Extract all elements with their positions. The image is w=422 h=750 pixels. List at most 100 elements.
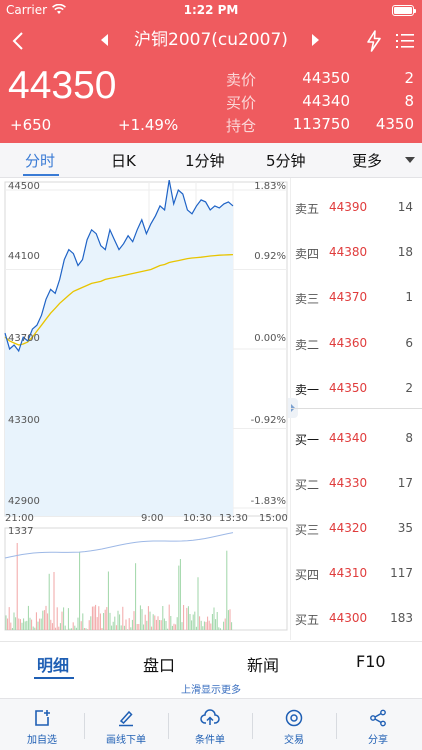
book-level-label: 买五 — [295, 613, 320, 627]
price-line — [4, 179, 234, 353]
book-level-label: 买四 — [295, 568, 320, 582]
price-tick-label: 44500 — [8, 181, 40, 192]
tab-details[interactable]: 明细 — [37, 656, 70, 675]
battery-icon — [392, 5, 416, 16]
status-time: 1:22 PM — [183, 3, 239, 17]
book-level-volume: 14 — [397, 200, 413, 214]
book-level-price: 44360 — [329, 336, 368, 350]
cloud-upload-icon — [200, 709, 220, 725]
carrier-label: Carrier — [6, 3, 48, 17]
price-tick-label: 43300 — [8, 415, 40, 426]
active-tab-indicator — [23, 174, 59, 176]
tab-daily-k[interactable]: 日K — [111, 152, 136, 170]
book-level-price: 44330 — [329, 476, 368, 490]
sell-level-row[interactable]: 卖四 44380 18 — [291, 245, 422, 265]
open-interest-line — [4, 532, 234, 559]
back-arrow-icon[interactable] — [6, 28, 32, 54]
share-button[interactable]: 分享 — [344, 699, 412, 750]
sell-level-row[interactable]: 卖五 44390 14 — [291, 200, 422, 220]
tab-5-minute[interactable]: 5分钟 — [266, 152, 306, 170]
price-area-fill — [5, 180, 233, 516]
status-bar: Carrier 1:22 PM — [0, 0, 422, 20]
contract-title[interactable]: 沪铜2007(cu2007) — [134, 30, 288, 50]
book-level-volume: 6 — [405, 336, 413, 350]
trade-button[interactable]: 交易 — [260, 699, 328, 750]
lightning-icon[interactable] — [364, 30, 384, 52]
book-level-price: 44380 — [329, 245, 368, 259]
tab-more[interactable]: 更多 — [352, 152, 383, 170]
time-tick-label: 10:30 — [183, 513, 212, 524]
quote-value: 44340 — [302, 92, 350, 110]
book-level-price: 44310 — [329, 566, 368, 580]
book-divider — [291, 408, 422, 409]
chevron-down-icon[interactable] — [405, 157, 415, 163]
intraday-chart[interactable]: 44500 44100 43700 43300 42900 1.83% 0.92% 0.00%… — [0, 178, 290, 640]
book-level-label: 卖四 — [295, 247, 320, 261]
percent-tick-label: -0.92% — [250, 415, 286, 426]
period-tabs: 分时 日K 1分钟 5分钟 更多 — [0, 143, 422, 178]
tab-f10[interactable]: F10 — [356, 652, 386, 671]
book-level-price: 44300 — [329, 611, 368, 625]
next-contract-icon[interactable] — [308, 29, 322, 51]
menu-list-icon[interactable] — [396, 32, 414, 50]
buy-level-row[interactable]: 买五 44300 183 — [291, 611, 422, 631]
toolbar-label: 分享 — [368, 735, 388, 746]
sell-level-row[interactable]: 卖三 44370 1 — [291, 290, 422, 310]
draw-line-order-button[interactable]: 画线下单 — [92, 699, 160, 750]
percent-tick-label: 1.83% — [254, 181, 286, 192]
book-level-label: 卖五 — [295, 202, 320, 216]
book-level-volume: 2 — [405, 381, 413, 395]
toolbar-label: 画线下单 — [106, 735, 146, 746]
add-watchlist-icon — [35, 710, 50, 726]
time-tick-label: 15:00 — [259, 513, 288, 524]
time-tick-label: 13:30 — [219, 513, 248, 524]
tab-intraday[interactable]: 分时 — [25, 152, 56, 170]
scroll-more-hint: 上滑显示更多 — [181, 685, 241, 696]
percent-tick-label: -1.83% — [250, 496, 286, 507]
tab-order-book[interactable]: 盘口 — [143, 656, 176, 675]
book-level-label: 卖二 — [295, 338, 320, 352]
trade-icon — [285, 709, 303, 727]
toolbar-divider — [168, 713, 169, 739]
book-level-volume: 18 — [397, 245, 413, 259]
book-level-volume: 117 — [390, 566, 413, 580]
draw-line-icon — [119, 710, 133, 727]
price-change-percent: +1.49% — [118, 116, 179, 134]
sell-level-row[interactable]: 卖一 44350 2 — [291, 381, 422, 401]
buy-level-row[interactable]: 买一 44340 8 — [291, 431, 422, 451]
wifi-icon — [52, 4, 66, 14]
share-icon — [370, 709, 386, 727]
chart-canvas — [4, 179, 288, 631]
toolbar-label: 交易 — [284, 735, 304, 746]
quote-value: 113750 — [292, 115, 350, 133]
previous-contract-icon[interactable] — [98, 29, 112, 51]
book-level-price: 44390 — [329, 200, 368, 214]
tab-news[interactable]: 新闻 — [247, 656, 280, 675]
book-level-label: 买一 — [295, 433, 320, 447]
average-price-line — [4, 253, 234, 346]
toolbar-label: 条件单 — [195, 735, 225, 746]
percent-tick-label: 0.92% — [254, 251, 286, 262]
toolbar-divider — [252, 713, 253, 739]
tab-1-minute[interactable]: 1分钟 — [185, 152, 225, 170]
last-price: 44350 — [8, 64, 117, 107]
book-level-label: 卖一 — [295, 383, 320, 397]
book-level-price: 44350 — [329, 381, 368, 395]
quote-header: Carrier 1:22 PM 沪铜2007(cu2007) 44350 +65… — [0, 0, 422, 143]
price-tick-label: 42900 — [8, 496, 40, 507]
buy-level-row[interactable]: 买三 44320 35 — [291, 521, 422, 541]
buy-level-row[interactable]: 买四 44310 117 — [291, 566, 422, 586]
add-watchlist-button[interactable]: 加自选 — [8, 699, 76, 750]
book-level-price: 44340 — [329, 431, 368, 445]
book-level-volume: 1 — [405, 290, 413, 304]
nav-bar: 沪铜2007(cu2007) — [0, 20, 422, 64]
quote-label: 买价 — [226, 94, 257, 112]
sell-level-row[interactable]: 卖二 44360 6 — [291, 336, 422, 356]
conditional-order-button[interactable]: 条件单 — [176, 699, 244, 750]
active-subtab-indicator — [34, 677, 74, 679]
order-book: 卖五 44390 14 卖四 44380 18 卖三 44370 1 卖二 44360 6 卖一 4435… — [288, 178, 422, 640]
quote-volume: 8 — [404, 92, 414, 110]
book-level-label: 买三 — [295, 523, 320, 537]
buy-level-row[interactable]: 买二 44330 17 — [291, 476, 422, 496]
volume-max-label: 1337 — [8, 526, 34, 537]
